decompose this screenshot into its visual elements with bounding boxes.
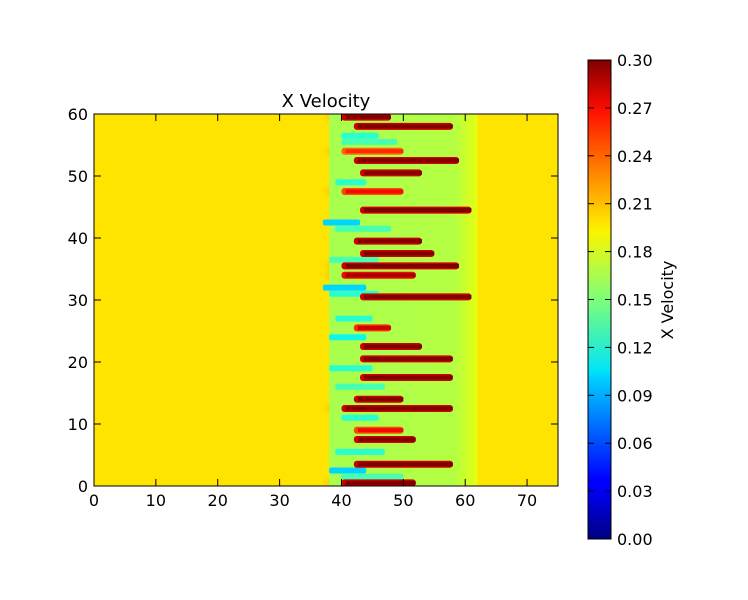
colorbar-tick-label: 0.03	[617, 482, 653, 501]
slow-streak	[341, 132, 379, 139]
x-tick-label: 70	[517, 491, 537, 510]
y-tick-label: 20	[68, 353, 88, 372]
jet-streak	[357, 462, 453, 467]
jet-streak	[364, 375, 453, 380]
y-tick-label: 50	[68, 167, 88, 186]
y-tick-label: 0	[78, 477, 88, 496]
x-tick-label: 30	[269, 491, 289, 510]
jet-streak	[357, 437, 416, 442]
x-axis-ticks: 0 10 20 30 40 50 60 70	[89, 114, 537, 510]
slow-streak	[329, 256, 379, 263]
slow-streak	[341, 414, 379, 421]
slow-streak	[341, 473, 404, 480]
slow-streak	[329, 365, 373, 372]
x-tick-label: 50	[393, 491, 413, 510]
jet-streak	[345, 189, 404, 194]
slow-streak	[341, 138, 398, 145]
jet-streak	[345, 149, 404, 154]
chart-title: X Velocity	[282, 91, 371, 112]
jet-streak	[364, 356, 453, 361]
colorbar-tick-label: 0.27	[617, 99, 653, 118]
jet-streak	[364, 294, 472, 299]
jet-streak	[364, 251, 435, 256]
y-tick-label: 40	[68, 229, 88, 248]
colorbar-tick-label: 0.12	[617, 338, 653, 357]
y-axis-ticks: 0 10 20 30 40 50 60	[68, 105, 558, 496]
y-tick-label: 60	[68, 105, 88, 124]
colorbar-tick-label: 0.24	[617, 147, 653, 166]
colorbar-tick-label: 0.06	[617, 434, 653, 453]
y-tick-label: 30	[68, 291, 88, 310]
x-tick-label: 10	[146, 491, 166, 510]
x-tick-label: 0	[89, 491, 99, 510]
jet-streak	[364, 170, 422, 175]
x-tick-label: 40	[331, 491, 351, 510]
colorbar-ticks: 0.00 0.03 0.06 0.09 0.12 0.15 0.18 0.21 0.24 0.27…	[588, 51, 653, 549]
slow-streak	[335, 179, 367, 186]
colorbar-tick-label: 0.00	[617, 530, 653, 549]
jet-streak	[345, 406, 453, 411]
colorbar-tick-label: 0.30	[617, 51, 653, 70]
jet-streak	[357, 428, 404, 433]
x-tick-label: 60	[455, 491, 475, 510]
jet-streak	[357, 239, 422, 244]
slow-streak	[335, 383, 385, 390]
slow-streak	[335, 315, 373, 322]
slow-streak	[329, 467, 367, 474]
slow-streak	[322, 219, 361, 226]
slow-streak	[335, 225, 391, 232]
jet-streak	[345, 263, 460, 268]
jet-streak	[357, 397, 404, 402]
colorbar-tick-label: 0.18	[617, 243, 653, 262]
colorbar-label: X Velocity	[658, 261, 677, 340]
slow-streak	[322, 284, 367, 291]
slow-streak	[335, 448, 385, 455]
slow-streak	[329, 334, 367, 341]
y-tick-label: 10	[68, 415, 88, 434]
jet-streak	[345, 273, 416, 278]
plot-area	[94, 114, 558, 486]
x-tick-label: 20	[208, 491, 228, 510]
colorbar-tick-label: 0.21	[617, 195, 653, 214]
jet-streak	[345, 480, 416, 485]
heatmap-jets	[341, 114, 472, 486]
colorbar-tick-label: 0.15	[617, 291, 653, 310]
jet-streak	[357, 325, 391, 330]
colorbar-tick-label: 0.09	[617, 386, 653, 405]
jet-streak	[364, 208, 472, 213]
jet-streak	[357, 158, 460, 163]
jet-streak	[345, 115, 391, 120]
jet-streak	[364, 344, 422, 349]
colorbar: 0.00 0.03 0.06 0.09 0.12 0.15 0.18 0.21 0.24 0.27…	[587, 51, 677, 549]
heatmap-slow-streaks	[322, 132, 404, 480]
heatmap-background	[94, 114, 558, 486]
jet-streak	[357, 124, 453, 129]
